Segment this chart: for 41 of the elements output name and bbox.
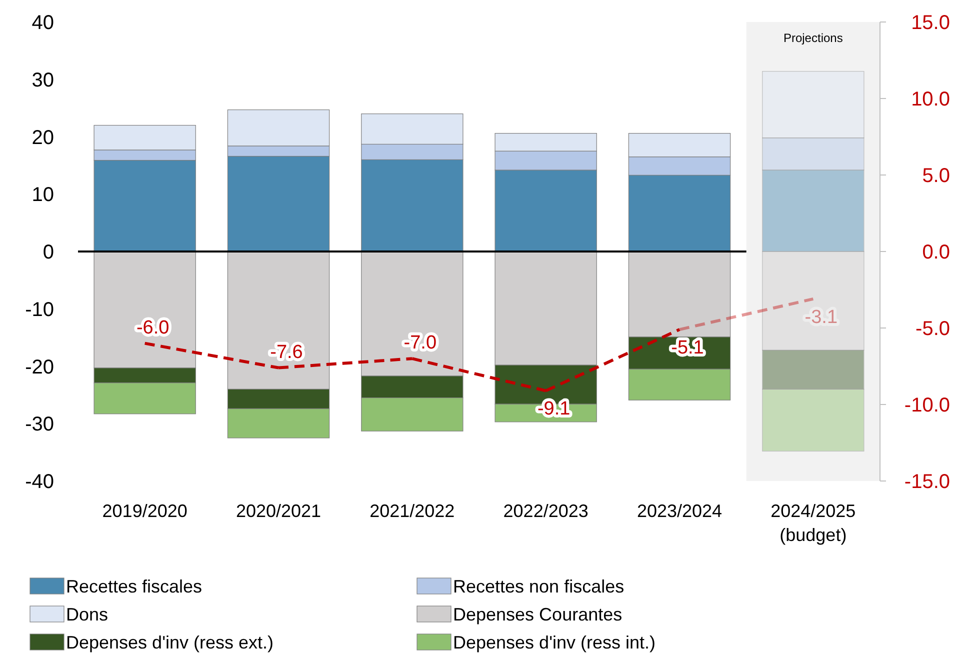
bar xyxy=(762,350,864,390)
y2-tick-label: -5.0 xyxy=(916,318,950,340)
y-tick-label: 30 xyxy=(32,69,54,92)
bar xyxy=(762,138,864,170)
band-label: Projections xyxy=(783,31,843,45)
bar xyxy=(762,388,864,452)
y-tick-label: -30 xyxy=(25,414,54,436)
y2-tick-label: -10.0 xyxy=(904,394,950,416)
x-tick-label: 2024/2025 (budget) xyxy=(770,501,856,545)
data-label: -7.6 xyxy=(270,342,303,363)
y-tick-label: -10 xyxy=(25,298,54,321)
y-tick-label: 10 xyxy=(32,184,54,206)
x-tick-label: 2023/2024 xyxy=(636,501,722,521)
x-tick-label: 2019/2020 xyxy=(102,501,188,521)
y-tick-label: 20 xyxy=(32,126,54,149)
x-tick-label: 2022/2023 xyxy=(503,501,588,521)
data-label: -6.0 xyxy=(136,317,170,338)
x-tick-label: 2021/2022 xyxy=(370,501,455,521)
data-label: -9.1 xyxy=(537,398,570,420)
legend-label: Depenses d'inv (ress ext.) xyxy=(66,632,274,652)
legend-label: Recettes fiscales xyxy=(66,576,202,596)
data-label: -7.0 xyxy=(404,332,437,354)
y2-tick-label: -15.0 xyxy=(904,471,950,493)
data-label: -5.1 xyxy=(671,338,704,359)
y2-tick-label: 5.0 xyxy=(922,165,950,187)
bar xyxy=(762,71,864,138)
bar xyxy=(762,170,864,252)
data-label: -3.1 xyxy=(804,306,838,328)
y-tick-label: 40 xyxy=(32,12,54,34)
y2-tick-label: 0.0 xyxy=(922,242,950,264)
y-tick-label: 0 xyxy=(42,242,54,264)
bar xyxy=(762,251,864,350)
y-tick-label: -20 xyxy=(25,356,54,378)
legend-label: Recettes non fiscales xyxy=(453,576,624,596)
y2-tick-label: 15.0 xyxy=(911,12,950,34)
y-tick-label: -40 xyxy=(25,471,54,493)
x-tick-label: 2020/2021 xyxy=(236,501,322,521)
legend-label: Depenses d'inv (ress int.) xyxy=(453,632,656,652)
legend-label: Dons xyxy=(66,604,108,624)
legend-label: Depenses Courantes xyxy=(453,604,622,624)
y2-tick-label: 10.0 xyxy=(911,88,950,110)
